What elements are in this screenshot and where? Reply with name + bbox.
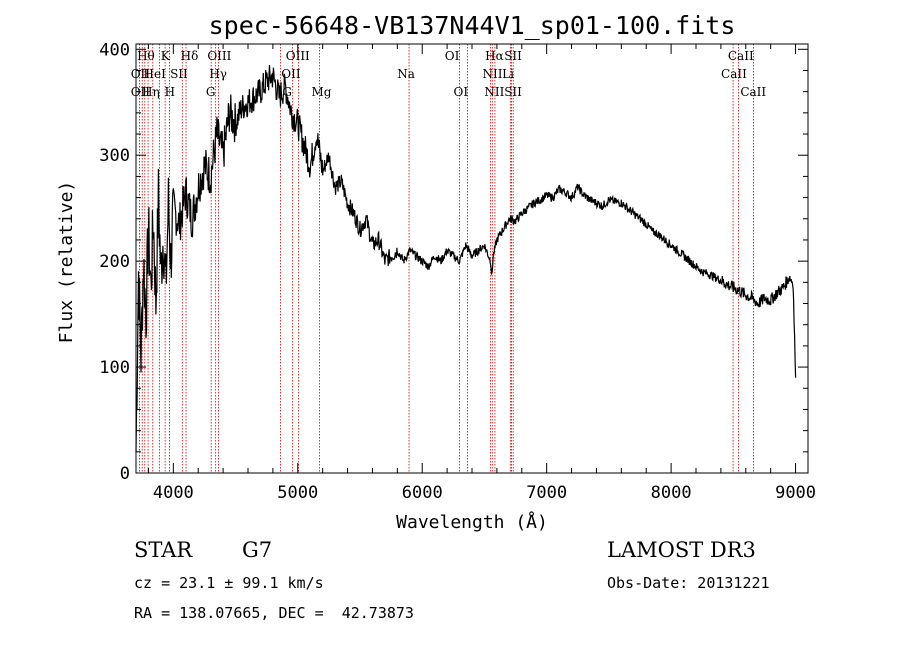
spectral-line-label: OI bbox=[454, 85, 469, 99]
x-axis-label: Wavelength (Å) bbox=[396, 511, 548, 533]
x-tick-label: 7000 bbox=[526, 483, 567, 503]
spectral-line-label: SII bbox=[504, 85, 522, 99]
spectral-line-label: OII bbox=[281, 67, 301, 81]
spectral-line-label: SII bbox=[170, 67, 188, 81]
object-subclass: G7 bbox=[242, 538, 273, 562]
spectral-line-label: CaII bbox=[728, 49, 754, 63]
redshift-text: cz = 23.1 ± 99.1 km/s bbox=[134, 574, 324, 592]
y-axis-label: Flux (relative) bbox=[56, 181, 77, 344]
spectral-line-label: Na bbox=[397, 67, 415, 81]
y-tick-label: 200 bbox=[99, 252, 130, 272]
y-tick-label: 300 bbox=[99, 146, 130, 166]
spectral-line-label: Hη bbox=[142, 85, 160, 99]
spectral-line-label: K bbox=[161, 49, 171, 63]
spectral-line-label: Hγ bbox=[209, 67, 227, 81]
spectral-line-label: G bbox=[206, 85, 216, 99]
spectral-line-label: Hα bbox=[485, 49, 504, 63]
spectral-line-label: CaII bbox=[721, 67, 747, 81]
spectral-line-label: NII bbox=[484, 85, 504, 99]
survey-name: LAMOST DR3 bbox=[607, 538, 756, 562]
obs-date: Obs-Date: 20131221 bbox=[607, 574, 770, 592]
spectral-line-label: HeI bbox=[144, 67, 167, 81]
spectral-line-label: Mg bbox=[311, 85, 331, 99]
spectral-line-label: NII bbox=[483, 67, 503, 81]
spectral-line-label: Hδ bbox=[181, 49, 199, 63]
x-tick-label: 4000 bbox=[153, 483, 194, 503]
spectral-line-label: OIII bbox=[286, 49, 310, 63]
spectral-line-label: Li bbox=[502, 67, 514, 81]
spectral-line-label: Hθ bbox=[137, 49, 155, 63]
x-tick-label: 5000 bbox=[277, 483, 318, 503]
spectral-line-label: H bbox=[165, 85, 175, 99]
y-tick-label: 400 bbox=[99, 40, 130, 60]
x-tick-label: 8000 bbox=[651, 483, 692, 503]
coordinates: RA = 138.07665, DEC = 42.73873 bbox=[134, 604, 414, 622]
object-class: STAR bbox=[134, 538, 193, 562]
flux-series-line bbox=[135, 64, 797, 453]
spectral-line-label: OIII bbox=[207, 49, 231, 63]
y-tick-label: 0 bbox=[120, 464, 130, 484]
x-tick-label: 6000 bbox=[402, 483, 443, 503]
chart-title: spec-56648-VB137N44V1_sp01-100.fits bbox=[209, 11, 736, 40]
x-tick-label: 9000 bbox=[775, 483, 816, 503]
spectral-line-label: CaII bbox=[740, 85, 766, 99]
spectral-line-label: OI bbox=[445, 49, 460, 63]
y-tick-label: 100 bbox=[99, 358, 130, 378]
spectral-line-label: G bbox=[282, 85, 292, 99]
axis-ticks: 4000 5000 6000 7000 8000 9000 0 100 200 300 400 bbox=[99, 40, 816, 503]
spectral-line-label: SII bbox=[504, 49, 522, 63]
